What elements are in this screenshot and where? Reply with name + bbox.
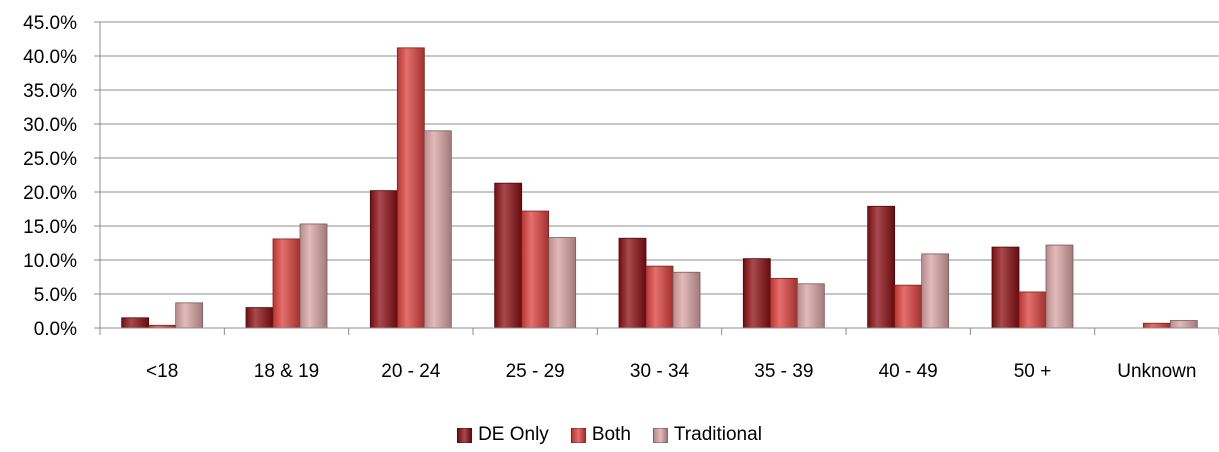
bar-both — [1018, 291, 1047, 329]
y-tick-label: 5.0% — [34, 285, 77, 306]
bar-de-only — [494, 182, 523, 329]
bar-de-only — [369, 190, 398, 329]
bar-traditional — [921, 253, 950, 329]
legend-item: Traditional — [652, 424, 762, 446]
bar-traditional — [548, 237, 577, 329]
bar-traditional — [299, 223, 328, 329]
x-tick-label: 35 - 39 — [754, 361, 813, 382]
x-tick-label: 30 - 34 — [630, 361, 690, 382]
bar-traditional — [672, 271, 701, 329]
y-tick-label: 30.0% — [23, 115, 77, 136]
bar-traditional — [796, 283, 825, 329]
bar-traditional — [175, 302, 204, 329]
legend-swatch — [570, 427, 586, 443]
y-tick-label: 20.0% — [23, 183, 77, 204]
y-tick-label: 0.0% — [34, 319, 77, 340]
bar-de-only — [121, 317, 150, 329]
y-tick-label: 35.0% — [23, 81, 77, 102]
bar-both — [894, 284, 923, 329]
y-tick-label: 25.0% — [23, 149, 77, 170]
legend-item: DE Only — [457, 424, 549, 446]
legend-label: Both — [591, 424, 631, 445]
bar-both — [769, 277, 798, 329]
x-tick-label: 18 & 19 — [254, 361, 320, 382]
bar-de-only — [742, 258, 771, 329]
bar-both — [272, 238, 301, 329]
bar-both — [645, 265, 674, 329]
bar-chart-svg: 0.0% 5.0% 10.0% 15.0% 20.0% 25.0% 30.0% 35.0% 40… — [23, 13, 1219, 382]
y-tick-label: 45.0% — [23, 13, 77, 34]
bar-both — [521, 210, 550, 329]
bar-traditional — [1045, 244, 1074, 329]
legend-label: Traditional — [673, 424, 762, 445]
legend-item: Both — [570, 424, 631, 446]
bars — [121, 47, 1198, 329]
bar-de-only — [245, 307, 274, 329]
bar-traditional — [423, 130, 452, 329]
bar-both — [396, 47, 425, 329]
bar-de-only — [867, 205, 896, 329]
x-tick-label: 50 + — [1014, 361, 1052, 382]
axes: 0.0% 5.0% 10.0% 15.0% 20.0% 25.0% 30.0% 35.0% 40… — [23, 13, 1219, 382]
x-tick-label: Unknown — [1117, 361, 1196, 382]
legend-swatch — [652, 427, 668, 443]
bar-de-only — [618, 237, 647, 329]
legend-label: DE Only — [478, 424, 549, 445]
legend: DE Only Both Traditional — [0, 424, 1219, 446]
y-tick-label: 10.0% — [23, 251, 77, 272]
bar-de-only — [991, 246, 1020, 329]
x-tick-label: 25 - 29 — [506, 361, 565, 382]
y-tick-label: 15.0% — [23, 217, 77, 238]
bar-both — [1142, 322, 1171, 329]
bar-traditional — [1169, 320, 1198, 329]
y-tick-label: 40.0% — [23, 47, 77, 68]
x-tick-label: 40 - 49 — [879, 361, 938, 382]
x-tick-label: <18 — [146, 361, 178, 382]
x-tick-label: 20 - 24 — [381, 361, 441, 382]
legend-swatch — [457, 427, 473, 443]
